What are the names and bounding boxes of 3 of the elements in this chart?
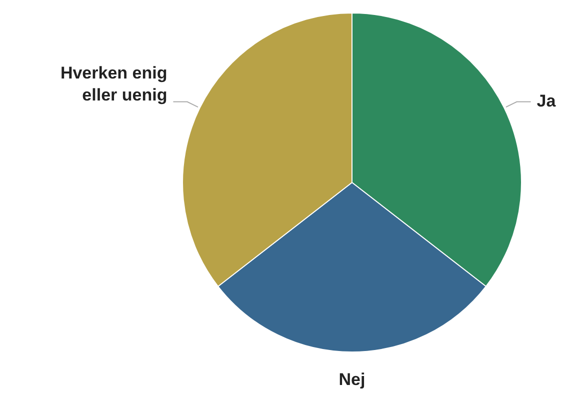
slice-label: Ja bbox=[536, 91, 556, 110]
slice-label: Nej bbox=[338, 370, 366, 390]
slice-label: Hverken enig eller uenig bbox=[60, 63, 168, 104]
